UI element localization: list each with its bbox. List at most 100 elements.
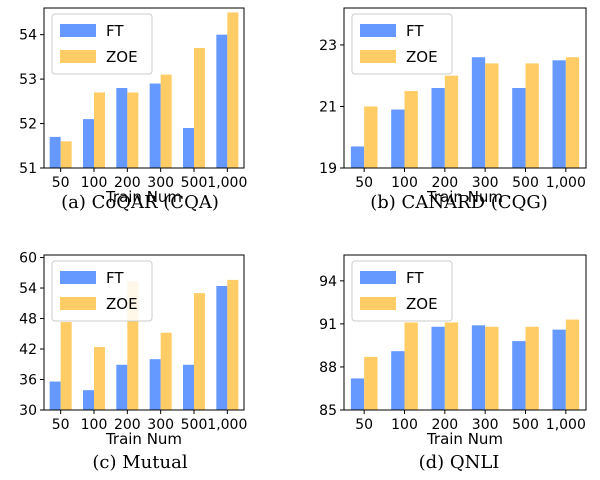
legend-swatch-ft bbox=[360, 24, 396, 37]
bar-zoe-300 bbox=[485, 326, 499, 410]
chart-panel-1: 19 21 23 50 100 200 300 500 1,000 Train Num FT ZOE (… bbox=[319, 7, 587, 213]
legend-label-zoe: ZOE bbox=[406, 48, 438, 66]
x-tick-label: 200 bbox=[114, 417, 141, 433]
legend-label-ft: FT bbox=[106, 22, 124, 40]
legend-label-ft: FT bbox=[406, 269, 424, 287]
x-tick-label: 200 bbox=[431, 175, 458, 191]
x-tick-label: 1,000 bbox=[546, 175, 586, 191]
y-tick-label: 30 bbox=[19, 403, 37, 419]
chart-panel-3: 85 88 91 94 50 100 200 300 500 1,000 Train Num FT ZO… bbox=[319, 254, 587, 473]
x-tick-label: 50 bbox=[52, 175, 70, 191]
bar-zoe-50 bbox=[364, 106, 378, 168]
plot-frame bbox=[43, 254, 245, 411]
y-tick-label: 21 bbox=[319, 99, 337, 115]
x-axis-label: Train Num bbox=[426, 188, 503, 206]
y-tick-label: 48 bbox=[19, 312, 37, 328]
legend-swatch-zoe bbox=[60, 50, 96, 63]
bar-zoe-200 bbox=[444, 322, 459, 410]
y-tick-label: 91 bbox=[319, 317, 337, 333]
bar-zoe-50 bbox=[60, 141, 72, 168]
bar-zoe-500 bbox=[194, 48, 205, 168]
bar-ft-300 bbox=[471, 57, 486, 169]
y-tick-label: 94 bbox=[319, 274, 337, 290]
legend: FT ZOE bbox=[351, 13, 453, 75]
bar-zoe-1,000 bbox=[565, 319, 580, 410]
plot-frame bbox=[343, 7, 587, 169]
bar-ft-300 bbox=[149, 83, 161, 168]
bar-ft-300 bbox=[149, 359, 161, 410]
bar-ft-50 bbox=[49, 381, 61, 410]
y-tick-label: 51 bbox=[19, 161, 37, 177]
legend-swatch-ft bbox=[60, 271, 96, 284]
panel-caption: (a) CoQAR (CQA) bbox=[61, 192, 219, 213]
plot-frame bbox=[343, 254, 587, 411]
x-tick-label: 50 bbox=[355, 175, 373, 191]
x-axis-label: Train Num bbox=[426, 430, 503, 448]
bar-ft-1,000 bbox=[552, 60, 566, 169]
bar-ft-100 bbox=[83, 119, 94, 168]
y-tick-label: 54 bbox=[19, 28, 37, 44]
chart-panel-0: 51 52 53 54 50 100 200 300 500 1,000 Train Num FT ZO… bbox=[19, 7, 247, 213]
x-tick-label: 500 bbox=[512, 175, 539, 191]
bar-ft-200 bbox=[116, 88, 128, 168]
x-tick-label: 200 bbox=[431, 417, 458, 433]
bar-ft-100 bbox=[83, 390, 94, 410]
legend-label-zoe: ZOE bbox=[106, 48, 138, 66]
legend: FT ZOE bbox=[51, 13, 153, 75]
legend-swatch-zoe bbox=[60, 297, 96, 310]
bar-zoe-100 bbox=[94, 92, 105, 168]
x-tick-label: 300 bbox=[472, 175, 499, 191]
bar-zoe-500 bbox=[194, 293, 205, 410]
y-tick-label: 85 bbox=[319, 403, 337, 419]
x-tick-label: 300 bbox=[472, 417, 499, 433]
bar-ft-500 bbox=[512, 341, 526, 410]
bar-zoe-50 bbox=[364, 356, 378, 410]
legend-label-zoe: ZOE bbox=[406, 295, 438, 313]
chart-panel-2: 30 36 42 48 54 60 50 100 200 300 500 1,000 Train Num… bbox=[19, 251, 247, 473]
y-tick-label: 88 bbox=[319, 360, 337, 376]
bar-ft-200 bbox=[431, 88, 445, 168]
x-tick-label: 1,000 bbox=[207, 417, 247, 433]
bar-zoe-500 bbox=[525, 63, 539, 168]
plot-frame bbox=[43, 7, 245, 169]
bar-ft-500 bbox=[183, 364, 194, 410]
y-tick-label: 42 bbox=[19, 342, 37, 358]
y-tick-label: 53 bbox=[19, 72, 37, 88]
legend-label-ft: FT bbox=[106, 269, 124, 287]
bar-zoe-100 bbox=[94, 346, 105, 410]
bar-zoe-100 bbox=[404, 91, 418, 168]
bar-zoe-500 bbox=[525, 326, 539, 410]
bar-zoe-1,000 bbox=[227, 279, 239, 410]
bar-zoe-100 bbox=[404, 322, 418, 410]
x-tick-label: 500 bbox=[512, 417, 539, 433]
y-tick-label: 36 bbox=[19, 373, 37, 389]
bar-ft-100 bbox=[391, 351, 405, 410]
bar-ft-500 bbox=[183, 128, 194, 168]
y-tick-label: 23 bbox=[319, 38, 337, 54]
y-tick-label: 60 bbox=[19, 251, 37, 267]
bar-ft-1,000 bbox=[216, 286, 228, 410]
x-tick-label: 50 bbox=[355, 417, 373, 433]
panel-caption: (c) Mutual bbox=[92, 452, 187, 473]
panel-caption: (d) QNLI bbox=[419, 452, 500, 473]
y-tick-label: 19 bbox=[319, 161, 337, 177]
x-tick-label: 500 bbox=[181, 417, 208, 433]
x-tick-label: 300 bbox=[147, 417, 174, 433]
legend-label-zoe: ZOE bbox=[106, 295, 138, 313]
y-tick-label: 54 bbox=[19, 281, 37, 297]
bar-ft-50 bbox=[49, 136, 61, 168]
x-tick-label: 100 bbox=[391, 175, 418, 191]
bar-zoe-50 bbox=[60, 322, 72, 410]
bar-zoe-300 bbox=[485, 63, 499, 168]
bar-zoe-1,000 bbox=[565, 57, 580, 169]
x-tick-label: 500 bbox=[181, 175, 208, 191]
bar-ft-1,000 bbox=[552, 329, 566, 410]
bar-ft-200 bbox=[116, 364, 128, 410]
panel-caption: (b) CANARD (CQG) bbox=[370, 192, 547, 213]
y-tick-label: 52 bbox=[19, 117, 37, 133]
x-tick-label: 50 bbox=[52, 417, 70, 433]
legend-swatch-zoe bbox=[360, 50, 396, 63]
bar-ft-50 bbox=[350, 146, 365, 168]
x-tick-label: 1,000 bbox=[546, 417, 586, 433]
